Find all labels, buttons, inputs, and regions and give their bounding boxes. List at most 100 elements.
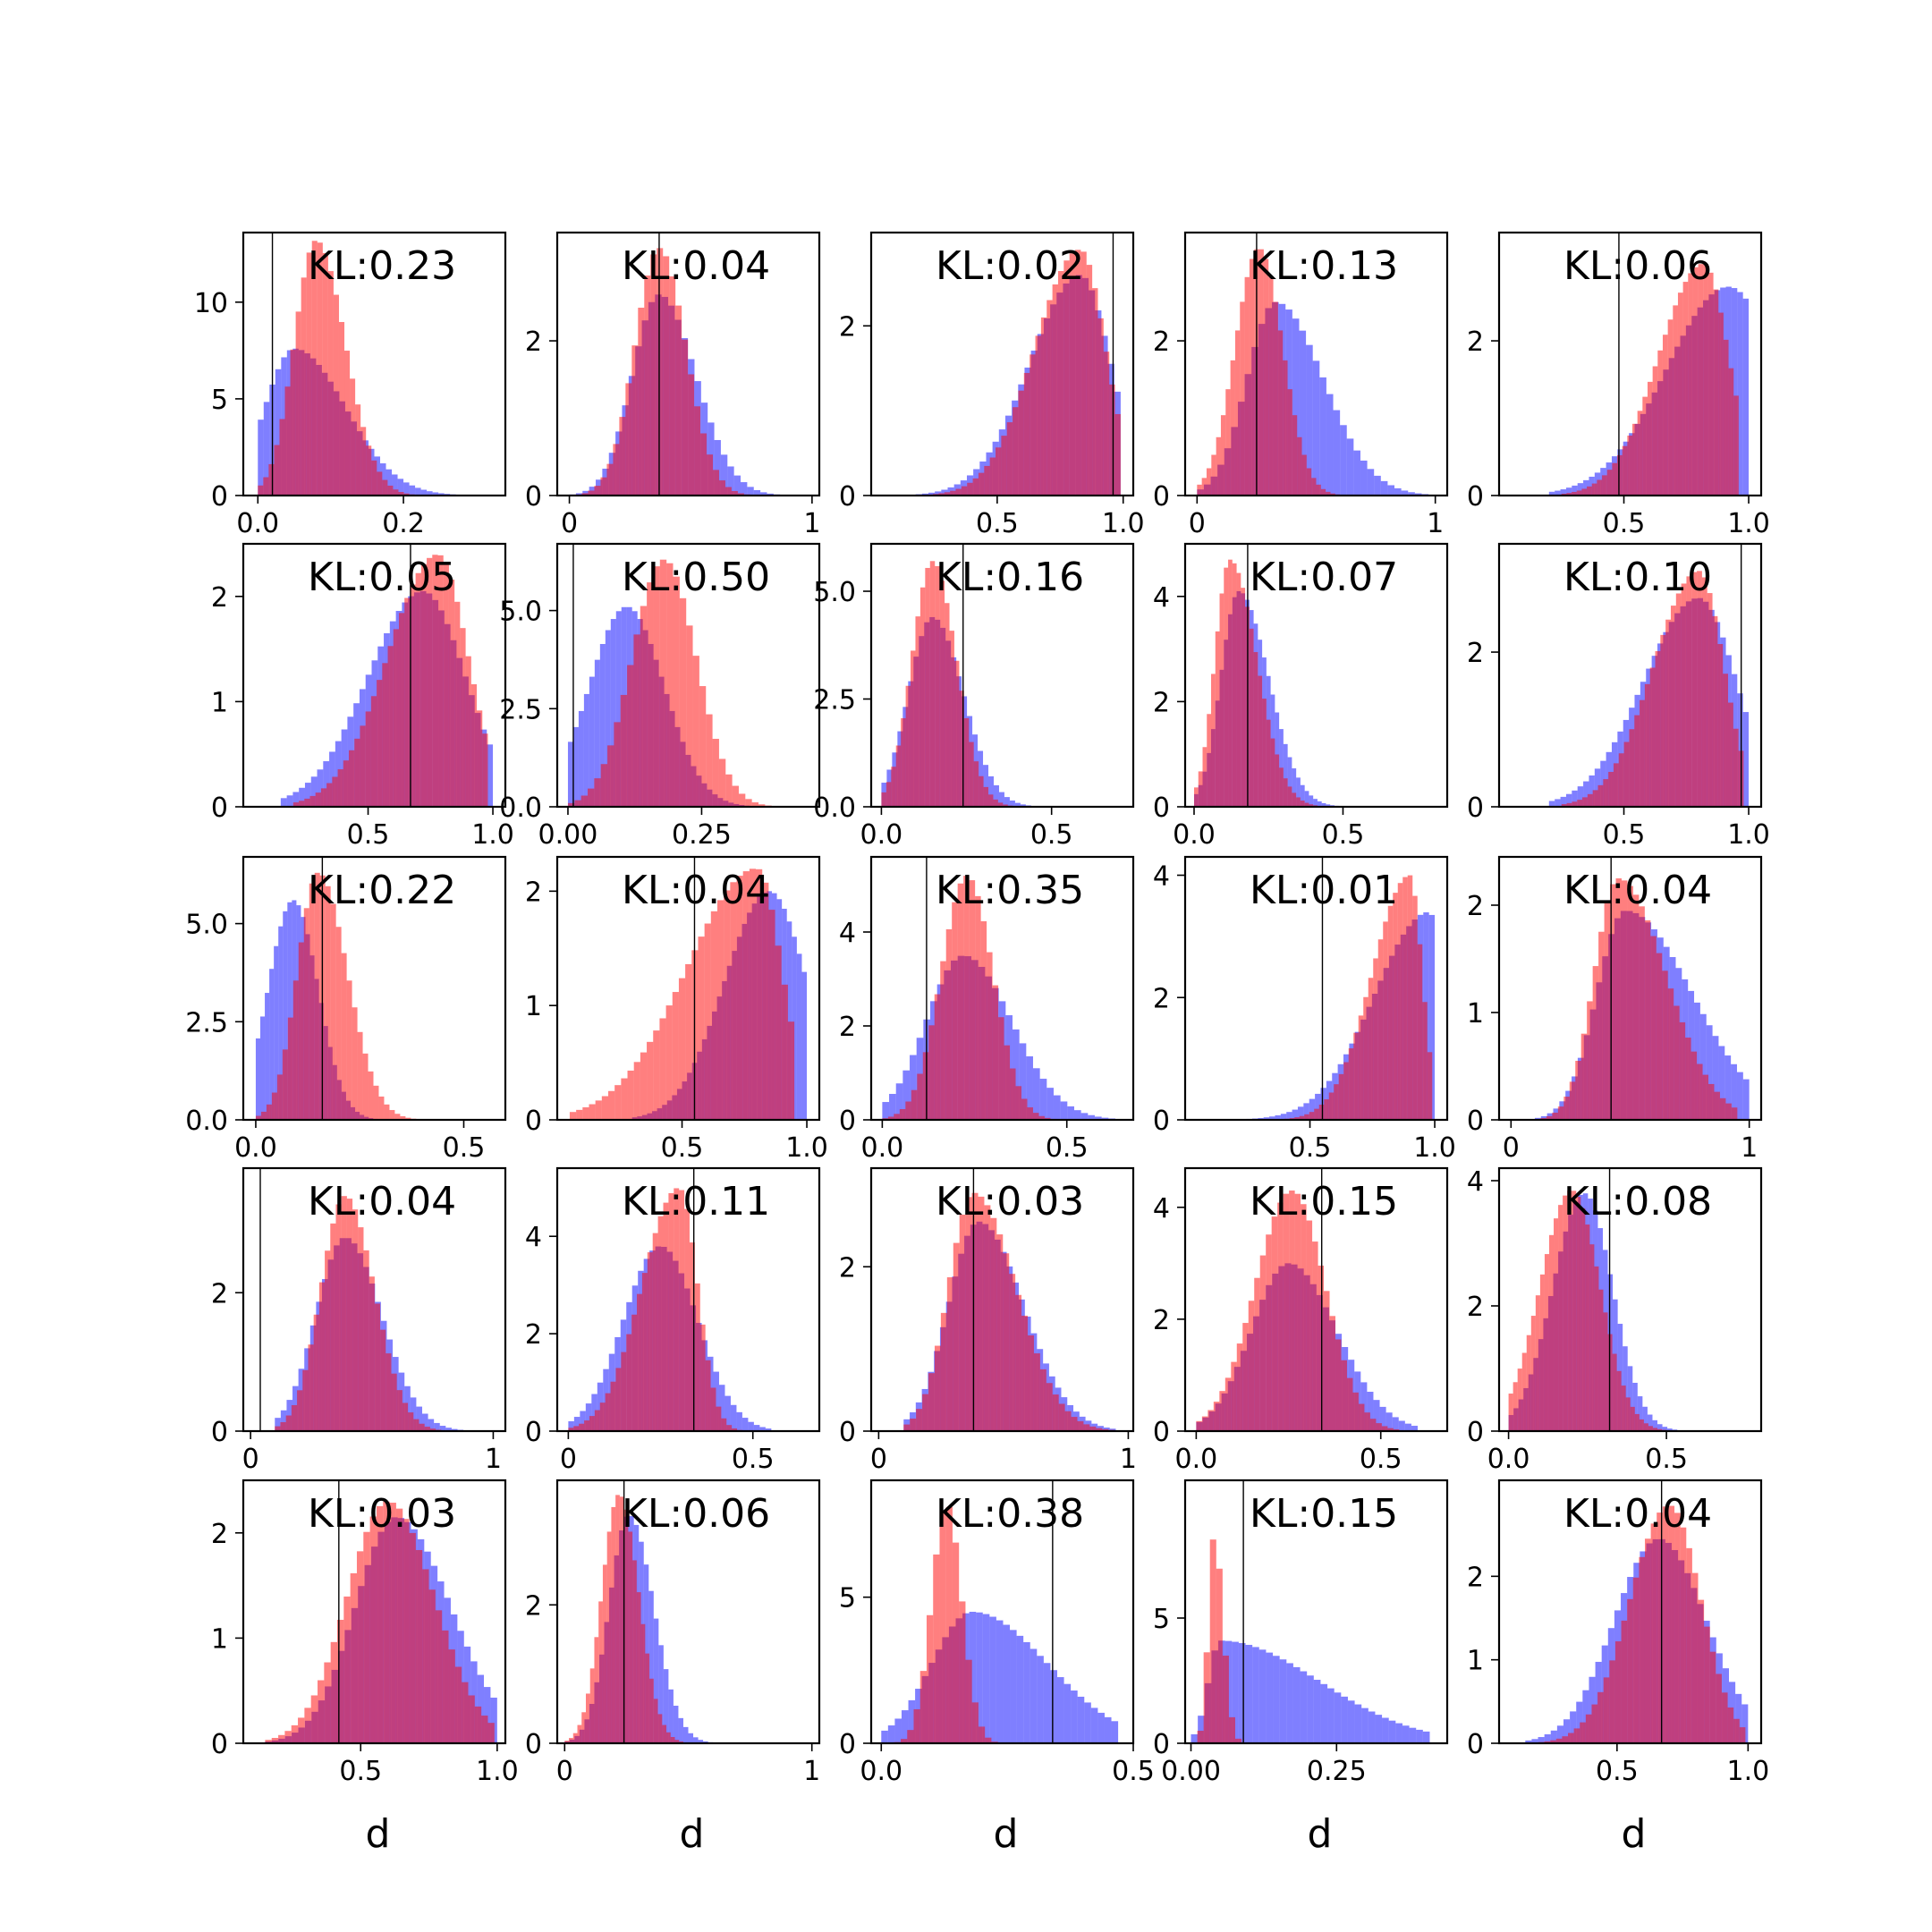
red-hist-bar bbox=[1681, 583, 1687, 807]
x-tick-label: 0.5 bbox=[1603, 819, 1646, 851]
blue-hist-bar bbox=[1373, 1400, 1380, 1431]
blue-hist-bar bbox=[1073, 1110, 1081, 1120]
red-hist-bar bbox=[304, 1707, 311, 1743]
red-hist-bar bbox=[1674, 1513, 1681, 1743]
blue-hist-bar bbox=[678, 1717, 683, 1743]
x-tick-label: 0.5 bbox=[339, 1756, 382, 1787]
red-hist-bar bbox=[1639, 1556, 1645, 1743]
red-hist-bar bbox=[689, 1242, 695, 1431]
axes-frame bbox=[555, 542, 821, 809]
blue-hist-bar bbox=[1548, 801, 1555, 807]
red-hist-bar bbox=[1296, 797, 1301, 807]
red-hist-bar bbox=[607, 745, 614, 807]
red-hist-bar bbox=[1086, 265, 1093, 496]
x-tick-label: 1.0 bbox=[1727, 819, 1770, 851]
red-hist-bar bbox=[1603, 779, 1609, 807]
red-hist-bar bbox=[415, 572, 421, 807]
red-hist-bar bbox=[787, 1021, 795, 1120]
red-hist-bar bbox=[263, 477, 269, 496]
blue-hist-bar bbox=[1032, 1068, 1040, 1120]
axes-frame bbox=[555, 1166, 821, 1433]
red-hist-bar bbox=[1627, 1598, 1633, 1743]
red-hist-bar bbox=[650, 254, 657, 496]
kl-annotation: KL:0.04 bbox=[1563, 1491, 1712, 1537]
blue-hist-bar bbox=[573, 1417, 580, 1431]
blue-hist-bar bbox=[1395, 1723, 1402, 1743]
red-hist-bar bbox=[1306, 468, 1312, 496]
y-tick-label: 0 bbox=[1467, 1729, 1484, 1760]
red-hist-bar bbox=[611, 1506, 616, 1743]
red-hist-bar bbox=[1686, 576, 1692, 807]
red-hist-bar bbox=[271, 1738, 279, 1743]
red-hist-bar bbox=[945, 603, 950, 807]
blue-hist-bar bbox=[1555, 799, 1561, 807]
red-hist-bar bbox=[775, 945, 782, 1120]
red-hist-bar bbox=[1236, 572, 1241, 807]
red-hist-bar bbox=[1300, 801, 1305, 807]
blue-hist-bar bbox=[1067, 1106, 1074, 1120]
blue-hist-bar bbox=[1037, 1656, 1044, 1743]
red-hist-bar bbox=[1598, 1289, 1604, 1431]
red-hist-bar bbox=[1630, 1406, 1635, 1431]
red-hist-bar bbox=[657, 248, 664, 496]
red-hist-bar bbox=[1568, 1733, 1574, 1743]
red-hist-bar bbox=[581, 1712, 586, 1743]
red-hist-bar bbox=[1572, 1191, 1577, 1431]
red-hist-bar bbox=[674, 1188, 680, 1431]
red-hist-bar bbox=[1224, 567, 1229, 807]
subplot-10: 0.5 1.0 0 2 KL:0.10 bbox=[1467, 542, 1770, 851]
red-hist-bar bbox=[1263, 258, 1269, 496]
blue-hist-bar bbox=[1565, 793, 1572, 807]
red-hist-bar bbox=[470, 684, 478, 807]
blue-hist-bar bbox=[304, 783, 311, 807]
red-hist-bar bbox=[1707, 593, 1713, 807]
red-hist-bar bbox=[1311, 478, 1317, 496]
red-hist-bar bbox=[707, 454, 714, 496]
red-hist-bar bbox=[1629, 729, 1635, 807]
red-hist-bar bbox=[1083, 1424, 1090, 1431]
red-hist-bar bbox=[971, 1702, 979, 1743]
blue-hist-bar bbox=[1544, 1733, 1551, 1743]
blue-hist-bar bbox=[591, 1394, 597, 1431]
red-hist-bar bbox=[1656, 953, 1663, 1120]
red-hist-bar bbox=[1206, 468, 1212, 496]
red-hist-bar bbox=[913, 1708, 920, 1743]
kl-annotation: KL:0.05 bbox=[308, 555, 456, 600]
red-hist-bar bbox=[1258, 249, 1264, 496]
blue-hist-bar bbox=[1313, 1680, 1321, 1743]
red-hist-bar bbox=[605, 1393, 611, 1431]
blue-hist-bar bbox=[490, 1697, 497, 1743]
red-hist-bar bbox=[1023, 372, 1030, 496]
blue-hist-bar bbox=[416, 1406, 422, 1431]
blue-hist-bar bbox=[427, 491, 433, 496]
red-hist-bar bbox=[965, 1659, 972, 1743]
red-hist-bar bbox=[1728, 702, 1733, 807]
y-tick-label: 2 bbox=[525, 1590, 542, 1622]
x-tick-label: 1 bbox=[1741, 1132, 1758, 1164]
red-hist-bar bbox=[377, 471, 383, 496]
x-tick-label: 1 bbox=[1120, 1444, 1137, 1475]
red-hist-bar bbox=[1539, 1274, 1545, 1431]
blue-hist-bar bbox=[1589, 775, 1595, 807]
red-hist-bar bbox=[1330, 493, 1335, 496]
blue-hist-bar bbox=[1555, 490, 1561, 496]
red-hist-bar bbox=[686, 625, 693, 807]
red-hist-bar bbox=[580, 795, 588, 807]
red-hist-bar bbox=[972, 478, 979, 496]
x-tick-label: 0.5 bbox=[347, 819, 390, 851]
blue-hist-bar bbox=[1411, 1426, 1418, 1431]
red-hist-bar bbox=[338, 322, 345, 496]
red-hist-bar bbox=[953, 1242, 960, 1431]
red-hist-bar bbox=[1287, 786, 1292, 807]
red-hist-bar bbox=[1052, 1394, 1059, 1431]
red-hist-bar bbox=[682, 339, 689, 496]
axes-frame bbox=[1497, 231, 1763, 497]
red-hist-bar bbox=[1383, 921, 1388, 1120]
red-hist-bar bbox=[955, 488, 962, 496]
red-hist-bar bbox=[1211, 454, 1216, 496]
blue-hist-bar bbox=[673, 1706, 679, 1743]
red-hist-bar bbox=[1352, 1392, 1359, 1431]
red-hist-bar bbox=[1381, 1426, 1388, 1431]
red-hist-bar bbox=[1585, 1714, 1592, 1743]
blue-hist-bar bbox=[1341, 1696, 1348, 1743]
